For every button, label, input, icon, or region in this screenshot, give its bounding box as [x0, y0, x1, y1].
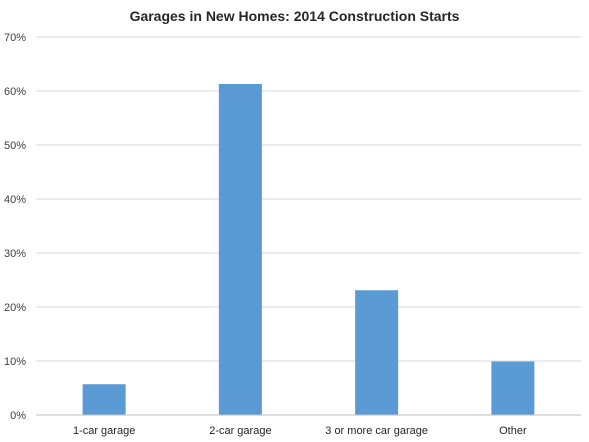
bar-1-car-garage [82, 384, 126, 415]
x-category-label: 2-car garage [209, 425, 271, 437]
gridlines [36, 36, 581, 362]
x-axis-category-labels: 1-car garage 2-car garage 3 or more car ga… [73, 425, 527, 437]
bar-3-or-more-car-garage [355, 290, 399, 415]
x-category-label: 1-car garage [73, 425, 135, 437]
y-tick-label: 50% [4, 140, 26, 152]
bars [82, 83, 535, 415]
chart-title: Garages in New Homes: 2014 Construction … [130, 8, 460, 24]
y-tick-label: 70% [4, 32, 26, 44]
y-tick-label: 10% [4, 356, 26, 368]
y-tick-label: 60% [4, 86, 26, 98]
y-axis-tick-labels: 0% 10% 20% 30% 40% 50% 60% 70% [4, 32, 26, 422]
x-category-label: Other [499, 425, 527, 437]
x-category-label: 3 or more car garage [325, 425, 428, 437]
bar-2-car-garage [218, 83, 262, 415]
y-tick-label: 20% [4, 302, 26, 314]
y-tick-label: 40% [4, 194, 26, 206]
y-tick-label: 0% [10, 410, 26, 422]
y-tick-label: 30% [4, 248, 26, 260]
bar-other [491, 361, 535, 415]
